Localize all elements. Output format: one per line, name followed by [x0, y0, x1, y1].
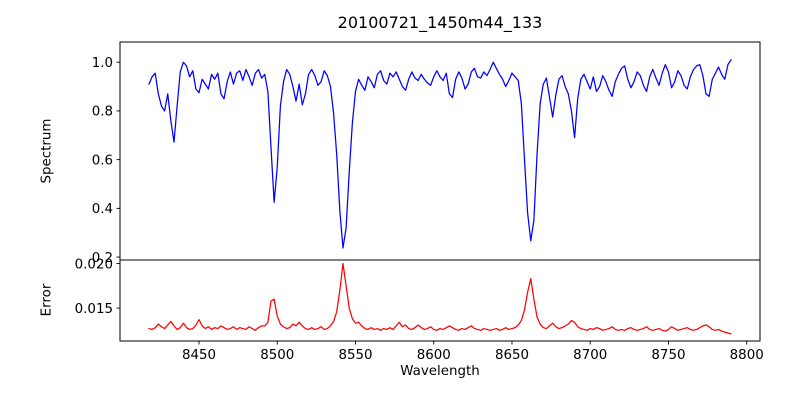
x-tick-label: 8500 — [260, 348, 294, 363]
spectrum-line — [148, 59, 732, 249]
error-line — [148, 262, 732, 335]
x-tick-label: 8700 — [573, 348, 607, 363]
y-tick-label: 0.6 — [92, 153, 113, 168]
y-tick-label: 0.8 — [92, 105, 113, 120]
y-axis-label-spectrum: Spectrum — [39, 118, 55, 184]
spectrum-axes-frame — [119, 41, 761, 261]
y-tick-label: 0.2 — [92, 251, 113, 266]
x-tick-label: 8550 — [338, 348, 372, 363]
plot-title: 20100721_1450m44_133 — [337, 13, 543, 32]
y-tick-label: 0.4 — [92, 202, 113, 217]
x-tick-label: 8750 — [651, 348, 685, 363]
y-tick-label: 0.015 — [75, 302, 113, 317]
x-tick-label: 8600 — [417, 348, 451, 363]
y-tick-label: 1.0 — [92, 56, 113, 71]
y-tick-label: 0.020 — [75, 257, 113, 272]
x-tick-label: 8450 — [182, 348, 216, 363]
x-tick-label: 8650 — [495, 348, 529, 363]
error-axes-frame — [119, 259, 761, 342]
x-axis-label: Wavelength — [400, 364, 480, 379]
x-tick-label: 8800 — [730, 348, 764, 363]
y-axis-label-error: Error — [39, 283, 55, 317]
